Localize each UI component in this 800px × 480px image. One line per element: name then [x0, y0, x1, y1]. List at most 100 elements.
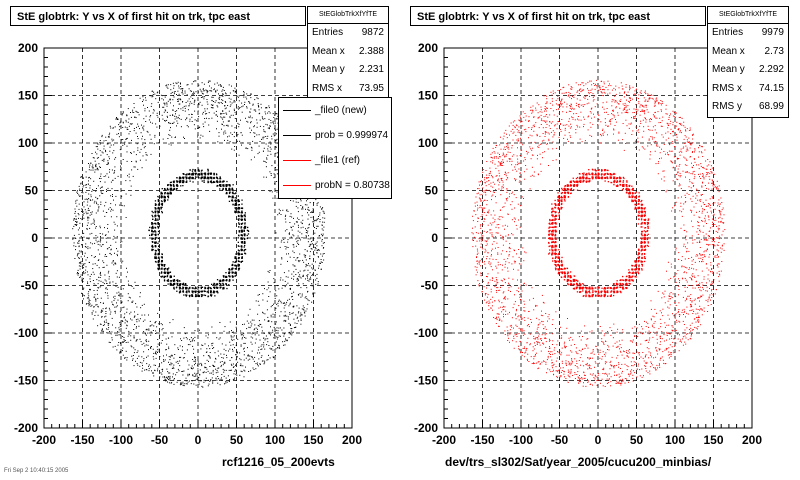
scatter-point	[210, 181, 212, 183]
scatter-point	[274, 111, 276, 113]
scatter-point	[271, 138, 273, 140]
scatter-point	[78, 250, 80, 252]
scatter-point	[78, 272, 79, 274]
scatter-point	[144, 146, 146, 147]
scatter-point	[215, 368, 217, 370]
scatter-point	[311, 275, 313, 276]
scatter-point	[220, 116, 222, 118]
scatter-point	[112, 260, 114, 261]
scatter-point	[241, 229, 243, 231]
scatter-point	[143, 303, 145, 305]
scatter-point	[179, 286, 181, 289]
scatter-point	[201, 174, 203, 176]
scatter-point	[251, 147, 253, 149]
scatter-point	[182, 89, 183, 91]
scatter-point	[117, 299, 119, 301]
scatter-point	[195, 287, 197, 289]
scatter-point	[96, 153, 98, 155]
scatter-point	[215, 177, 218, 179]
scatter-point	[127, 175, 128, 177]
scatter-point	[126, 160, 128, 162]
scatter-point	[148, 368, 150, 370]
scatter-point	[142, 128, 144, 130]
scatter-point	[97, 287, 99, 289]
scatter-point	[100, 280, 102, 282]
scatter-point	[245, 147, 247, 149]
scatter-point	[554, 219, 556, 221]
scatter-point	[109, 313, 111, 315]
scatter-point	[269, 125, 271, 127]
scatter-point	[638, 210, 640, 212]
scatter-point	[170, 275, 172, 277]
scatter-point	[92, 167, 94, 169]
scatter-point	[243, 91, 245, 92]
scatter-point	[81, 279, 83, 281]
scatter-point	[302, 259, 304, 261]
scatter-point	[90, 273, 92, 275]
scatter-point	[222, 357, 224, 359]
scatter-point	[238, 154, 240, 156]
scatter-point	[289, 325, 291, 326]
scatter-point	[319, 221, 321, 223]
scatter-point	[160, 268, 162, 270]
scatter-point	[164, 197, 166, 199]
scatter-point	[244, 238, 246, 240]
scatter-point	[96, 157, 98, 159]
scatter-point	[119, 352, 121, 354]
scatter-point	[95, 226, 97, 227]
scatter-point	[213, 174, 215, 176]
scatter-point	[150, 334, 152, 336]
scatter-point	[175, 374, 177, 376]
scatter-point	[78, 246, 80, 248]
scatter-point	[276, 173, 278, 175]
x-tick-label: 50	[230, 433, 244, 447]
scatter-point	[158, 142, 160, 144]
scatter-point	[235, 271, 237, 273]
scatter-point	[275, 329, 277, 331]
scatter-point	[107, 297, 109, 299]
scatter-point	[158, 260, 160, 263]
scatter-point	[137, 138, 139, 140]
scatter-point	[94, 160, 96, 162]
scatter-point	[218, 84, 220, 86]
scatter-point	[156, 332, 158, 334]
scatter-point	[228, 192, 231, 195]
scatter-point	[77, 242, 78, 244]
scatter-point	[305, 235, 307, 237]
scatter-point	[164, 109, 166, 111]
scatter-point	[301, 308, 303, 310]
scatter-point	[234, 87, 236, 89]
scatter-point	[144, 319, 146, 321]
scatter-point	[246, 237, 248, 240]
scatter-point	[107, 231, 109, 233]
scatter-point	[154, 253, 157, 255]
scatter-point	[133, 352, 135, 354]
scatter-point	[191, 368, 193, 370]
scatter-point	[78, 262, 80, 264]
scatter-point	[173, 91, 175, 93]
scatter-point	[197, 361, 199, 363]
scatter-point	[104, 227, 105, 229]
scatter-point	[118, 276, 120, 278]
scatter-point	[292, 244, 294, 246]
scatter-point	[276, 118, 278, 120]
scatter-point	[280, 241, 282, 243]
scatter-point	[223, 375, 225, 377]
scatter-point	[97, 297, 99, 299]
scatter-point	[286, 229, 288, 231]
scatter-point	[297, 257, 299, 258]
scatter-point	[108, 156, 110, 158]
scatter-point	[180, 88, 182, 90]
scatter-point	[171, 368, 173, 369]
scatter-point	[168, 356, 170, 358]
scatter-point	[182, 88, 184, 90]
scatter-point	[213, 101, 214, 102]
scatter-point	[120, 241, 121, 243]
scatter-point	[232, 261, 234, 263]
scatter-point	[86, 257, 88, 259]
scatter-point	[269, 190, 271, 192]
scatter-point	[76, 273, 78, 275]
scatter-point	[228, 195, 230, 197]
scatter-point	[200, 295, 203, 298]
scatter-point	[638, 249, 640, 251]
